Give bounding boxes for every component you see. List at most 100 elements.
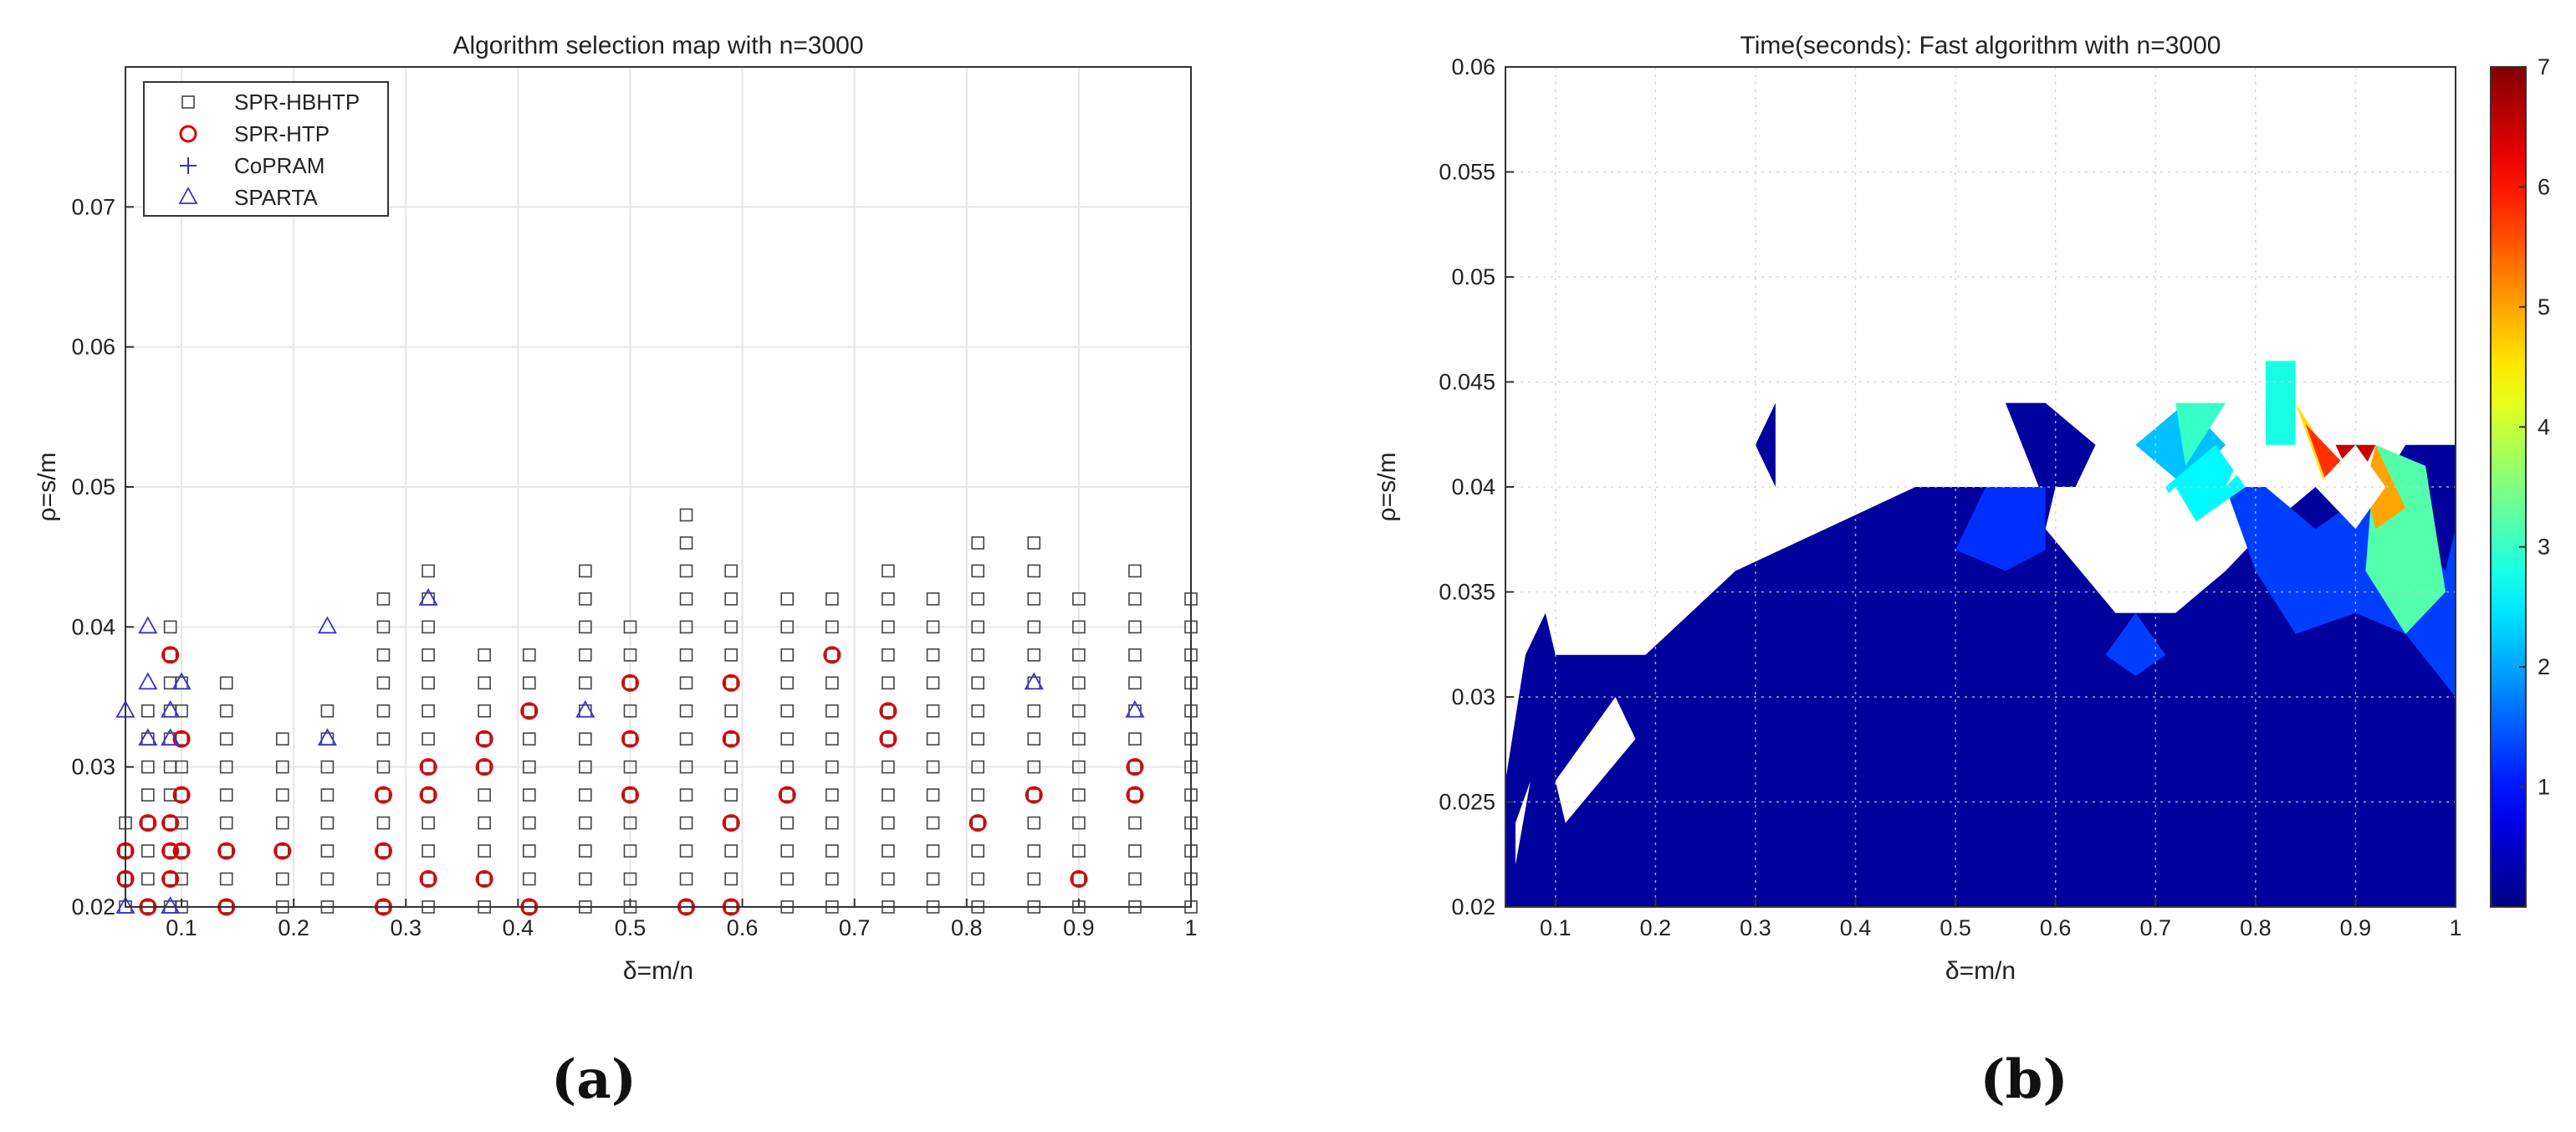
spr-hbhtp-marker bbox=[679, 816, 693, 830]
spr-htp-marker bbox=[161, 814, 180, 832]
x-tick-label: 1 bbox=[1184, 915, 1197, 940]
heatmap-region bbox=[2105, 612, 2166, 676]
spr-hbhtp-marker bbox=[971, 564, 984, 578]
spr-hbhtp-marker bbox=[1027, 872, 1041, 886]
spr-hbhtp-marker bbox=[623, 816, 637, 830]
spr-htp-marker bbox=[172, 842, 191, 860]
spr-hbhtp-marker bbox=[1072, 592, 1086, 606]
missing-data-region bbox=[2045, 487, 2226, 613]
spr-hbhtp-marker bbox=[1072, 872, 1086, 886]
spr-hbhtp-marker bbox=[579, 844, 592, 858]
spr-hbhtp-marker bbox=[926, 620, 940, 634]
spr-hbhtp-marker bbox=[679, 788, 693, 802]
spr-htp-marker bbox=[1025, 786, 1043, 804]
y-tick-label: 0.07 bbox=[71, 194, 115, 219]
spr-hbhtp-marker bbox=[522, 760, 536, 774]
spr-hbhtp-marker bbox=[422, 620, 435, 634]
spr-hbhtp-marker bbox=[724, 732, 738, 746]
spr-htp-marker bbox=[722, 730, 740, 748]
spr-hbhtp-marker bbox=[623, 648, 637, 662]
spr-hbhtp-marker bbox=[1027, 844, 1041, 858]
spr-htp-marker bbox=[419, 758, 437, 776]
spr-hbhtp-marker bbox=[825, 676, 839, 690]
spr-htp-marker bbox=[475, 758, 493, 776]
spr-hbhtp-marker bbox=[623, 620, 637, 634]
spr-hbhtp-marker bbox=[141, 704, 155, 718]
spr-hbhtp-marker bbox=[579, 648, 592, 662]
spr-hbhtp-marker bbox=[971, 536, 984, 550]
x-tick-label: 0.6 bbox=[727, 915, 759, 940]
spr-hbhtp-marker bbox=[522, 648, 536, 662]
spr-hbhtp-marker bbox=[478, 788, 491, 802]
legend-swatch bbox=[178, 187, 198, 204]
spr-hbhtp-marker bbox=[522, 844, 536, 858]
spr-hbhtp-marker bbox=[320, 844, 335, 858]
spr-hbhtp-marker bbox=[376, 816, 391, 830]
spr-hbhtp-marker bbox=[1027, 704, 1041, 718]
spr-hbhtp-marker bbox=[971, 844, 984, 858]
spr-hbhtp-marker bbox=[825, 592, 839, 606]
spr-hbhtp-marker bbox=[679, 592, 693, 606]
spr-hbhtp-marker bbox=[522, 788, 536, 802]
spr-hbhtp-marker bbox=[623, 732, 637, 746]
spr-hbhtp-marker bbox=[1027, 620, 1041, 634]
heatmap-region bbox=[1755, 402, 1776, 487]
spr-hbhtp-marker bbox=[623, 872, 637, 886]
spr-hbhtp-marker bbox=[882, 620, 895, 634]
y-tick-label: 0.06 bbox=[1451, 54, 1495, 79]
spr-hbhtp-marker bbox=[971, 620, 984, 634]
spr-hbhtp-marker bbox=[163, 648, 177, 662]
colorbar-tick-label: 7 bbox=[2538, 54, 2550, 79]
legend-label: SPR-HBHTP bbox=[234, 90, 360, 115]
spr-hbhtp-marker bbox=[780, 816, 795, 830]
spr-hbhtp-marker bbox=[275, 760, 289, 774]
y-tick-label: 0.045 bbox=[1439, 370, 1495, 395]
spr-hbhtp-marker bbox=[724, 872, 738, 886]
spr-hbhtp-marker bbox=[275, 872, 289, 886]
spr-hbhtp-marker bbox=[926, 676, 940, 690]
spr-htp-marker bbox=[879, 730, 897, 748]
spr-hbhtp-marker bbox=[1027, 564, 1041, 578]
spr-hbhtp-marker bbox=[163, 620, 177, 634]
spr-hbhtp-marker bbox=[422, 564, 435, 578]
panel-label-a: (a) bbox=[551, 1048, 636, 1111]
spr-hbhtp-marker bbox=[971, 676, 984, 690]
spr-hbhtp-marker bbox=[825, 760, 839, 774]
spr-hbhtp-marker bbox=[1072, 788, 1086, 802]
x-tick-label: 0.2 bbox=[1640, 915, 1672, 940]
spr-hbhtp-marker bbox=[1072, 732, 1086, 746]
spr-hbhtp-marker bbox=[1027, 732, 1041, 746]
sparta-marker bbox=[1125, 699, 1145, 718]
spr-hbhtp-marker bbox=[971, 648, 984, 662]
sparta-marker bbox=[138, 672, 158, 690]
spr-hbhtp-marker bbox=[422, 648, 435, 662]
chart-title: Algorithm selection map with n=3000 bbox=[452, 32, 863, 59]
spr-hbhtp-marker bbox=[1128, 732, 1142, 746]
spr-hbhtp-marker bbox=[724, 704, 738, 718]
spr-hbhtp-marker bbox=[219, 760, 233, 774]
spr-hbhtp-marker bbox=[679, 648, 693, 662]
y-tick-label: 0.02 bbox=[1451, 894, 1495, 919]
spr-htp-marker bbox=[172, 730, 191, 748]
x-tick-label: 0.4 bbox=[503, 915, 534, 940]
spr-hbhtp-marker bbox=[1128, 844, 1142, 858]
colorbar-tick-label: 1 bbox=[2538, 775, 2550, 800]
spr-hbhtp-marker bbox=[522, 872, 536, 886]
y-tick-label: 0.025 bbox=[1439, 790, 1495, 815]
y-tick-label: 0.05 bbox=[71, 474, 115, 499]
spr-hbhtp-marker bbox=[1072, 620, 1086, 634]
spr-hbhtp-marker bbox=[971, 816, 984, 830]
spr-hbhtp-marker bbox=[522, 676, 536, 690]
y-tick-label: 0.035 bbox=[1439, 580, 1495, 605]
spr-hbhtp-marker bbox=[1027, 760, 1041, 774]
spr-hbhtp-marker bbox=[724, 620, 738, 634]
spr-hbhtp-marker bbox=[141, 844, 155, 858]
spr-hbhtp-marker bbox=[971, 760, 984, 774]
sparta-marker bbox=[1024, 672, 1044, 690]
spr-hbhtp-marker bbox=[1027, 536, 1041, 550]
spr-htp-marker bbox=[1070, 870, 1088, 889]
spr-htp-marker bbox=[419, 786, 437, 804]
spr-hbhtp-marker bbox=[724, 844, 738, 858]
heatmap-region bbox=[1505, 444, 2456, 907]
